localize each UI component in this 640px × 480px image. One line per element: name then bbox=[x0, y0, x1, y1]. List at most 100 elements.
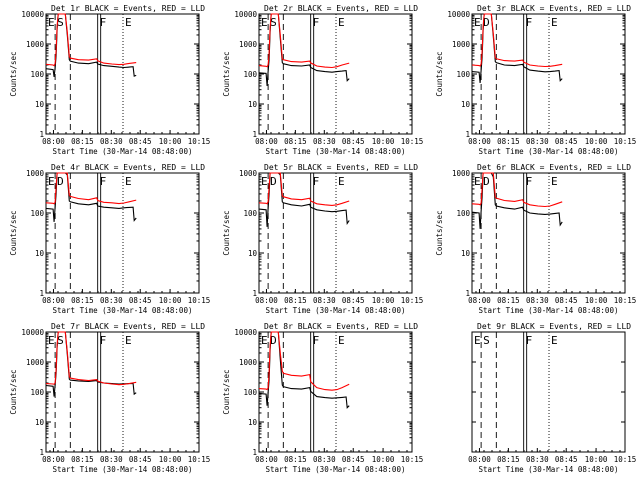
y-tick-label: 10000 bbox=[234, 10, 257, 19]
y-tick-label: 10 bbox=[248, 249, 258, 258]
x-tick-label: 10:15 bbox=[401, 455, 424, 464]
x-axis-label: Start Time (30-Mar-14 08:48:00) bbox=[53, 147, 193, 156]
y-tick-label: 10 bbox=[35, 249, 45, 258]
y-tick-label: 100 bbox=[30, 70, 44, 79]
x-tick-label: 08:15 bbox=[497, 137, 520, 146]
x-tick-label: 10:00 bbox=[159, 455, 182, 464]
panel-det-9: Det 9r BLACK = Events, RED = LLD 08:00 08:… bbox=[468, 322, 636, 474]
x-tick-label: 08:00 bbox=[468, 455, 491, 464]
y-tick-label: 1 bbox=[252, 289, 257, 298]
series-lld-line bbox=[471, 13, 563, 68]
x-tick-label: 08:00 bbox=[255, 296, 278, 305]
panel-det-8: Det 8r BLACK = Events, RED = LLD 1 10 100 10… bbox=[222, 322, 423, 474]
panel-det-3: Det 3r BLACK = Events, RED = LLD 1 10 100 10… bbox=[435, 4, 636, 156]
x-tick-label: 08:30 bbox=[526, 296, 549, 305]
x-tick-label: 10:15 bbox=[188, 137, 211, 146]
marker-label: F bbox=[100, 334, 107, 347]
x-tick-label: 08:15 bbox=[284, 137, 307, 146]
x-tick-label: 08:00 bbox=[255, 137, 278, 146]
y-tick-label: 1 bbox=[465, 130, 470, 139]
marker-label: E bbox=[551, 16, 558, 29]
marker-label: E bbox=[261, 334, 268, 347]
x-tick-label: 08:45 bbox=[129, 296, 152, 305]
marker-label: E bbox=[125, 175, 132, 188]
y-axis-label: Counts/sec bbox=[9, 210, 18, 255]
x-tick-label: 10:15 bbox=[401, 296, 424, 305]
x-tick-label: 08:45 bbox=[342, 137, 365, 146]
marker-label: E bbox=[125, 334, 132, 347]
marker-label: F bbox=[526, 334, 533, 347]
series-lld-line bbox=[258, 331, 350, 391]
marker-label: D bbox=[270, 175, 277, 188]
y-tick-label: 10 bbox=[461, 100, 471, 109]
x-tick-label: 08:00 bbox=[468, 296, 491, 305]
series-lld-line bbox=[45, 331, 137, 386]
x-tick-label: 10:00 bbox=[372, 137, 395, 146]
series-lld-line bbox=[471, 172, 563, 208]
marker-label: S bbox=[483, 334, 490, 347]
marker-label: E bbox=[551, 334, 558, 347]
x-tick-label: 08:00 bbox=[42, 137, 65, 146]
panel-title: Det 6r BLACK = Events, RED = LLD bbox=[477, 163, 631, 172]
x-tick-label: 08:45 bbox=[555, 296, 578, 305]
y-tick-label: 1 bbox=[39, 130, 44, 139]
y-tick-label: 100 bbox=[243, 209, 257, 218]
x-tick-label: 10:00 bbox=[159, 137, 182, 146]
y-axis-label: Counts/sec bbox=[222, 369, 231, 414]
panel-det-1: Det 1r BLACK = Events, RED = LLD 1 10 100 10… bbox=[9, 4, 210, 156]
panel-det-4: Det 4r BLACK = Events, RED = LLD 1 10 100 10… bbox=[9, 163, 210, 315]
x-tick-label: 10:00 bbox=[585, 137, 608, 146]
x-tick-label: 08:30 bbox=[313, 455, 336, 464]
x-tick-label: 10:15 bbox=[188, 455, 211, 464]
panel-title: Det 2r BLACK = Events, RED = LLD bbox=[264, 4, 418, 13]
x-tick-label: 08:15 bbox=[71, 455, 94, 464]
panels-container: Det 1r BLACK = Events, RED = LLD11010010… bbox=[9, 4, 636, 474]
y-tick-label: 10 bbox=[248, 418, 258, 427]
y-tick-label: 100 bbox=[30, 388, 44, 397]
marker-label: S bbox=[57, 16, 64, 29]
series-events-line bbox=[471, 172, 563, 229]
marker-label: E bbox=[48, 175, 55, 188]
x-tick-label: 08:15 bbox=[284, 455, 307, 464]
marker-label: E bbox=[338, 175, 345, 188]
series-events-line bbox=[258, 13, 350, 86]
marker-label: F bbox=[100, 16, 107, 29]
marker-label: F bbox=[526, 16, 533, 29]
x-tick-label: 08:45 bbox=[129, 455, 152, 464]
series-lld-line bbox=[258, 13, 350, 69]
x-tick-label: 08:00 bbox=[468, 137, 491, 146]
panel-title: Det 1r BLACK = Events, RED = LLD bbox=[51, 4, 205, 13]
x-tick-label: 08:15 bbox=[497, 296, 520, 305]
y-tick-label: 100 bbox=[243, 388, 257, 397]
marker-label: E bbox=[474, 175, 481, 188]
x-axis-label: Start Time (30-Mar-14 08:48:00) bbox=[479, 147, 619, 156]
marker-label: F bbox=[100, 175, 107, 188]
y-tick-label: 10 bbox=[35, 418, 45, 427]
x-tick-label: 08:00 bbox=[42, 455, 65, 464]
x-axis-label: Start Time (30-Mar-14 08:48:00) bbox=[266, 306, 406, 315]
marker-label: F bbox=[313, 175, 320, 188]
panel-title: Det 5r BLACK = Events, RED = LLD bbox=[264, 163, 418, 172]
x-tick-label: 08:45 bbox=[555, 137, 578, 146]
marker-label: E bbox=[125, 16, 132, 29]
y-axis-label: Counts/sec bbox=[222, 51, 231, 96]
series-lld-line bbox=[45, 172, 137, 205]
x-tick-label: 08:00 bbox=[42, 296, 65, 305]
x-tick-label: 08:45 bbox=[342, 455, 365, 464]
series-lld-line bbox=[45, 13, 137, 67]
marker-label: D bbox=[270, 334, 277, 347]
x-tick-label: 08:30 bbox=[100, 455, 123, 464]
y-tick-label: 1000 bbox=[452, 40, 471, 49]
marker-label: E bbox=[261, 16, 268, 29]
y-tick-label: 1000 bbox=[239, 40, 258, 49]
y-tick-label: 1000 bbox=[26, 40, 45, 49]
y-tick-label: 100 bbox=[456, 209, 470, 218]
panel-det-7: Det 7r BLACK = Events, RED = LLD 1 10 100 10… bbox=[9, 322, 210, 474]
x-tick-label: 08:30 bbox=[526, 455, 549, 464]
x-tick-label: 10:00 bbox=[585, 455, 608, 464]
y-tick-label: 100 bbox=[243, 70, 257, 79]
y-tick-label: 100 bbox=[456, 70, 470, 79]
x-axis-label: Start Time (30-Mar-14 08:48:00) bbox=[53, 465, 193, 474]
